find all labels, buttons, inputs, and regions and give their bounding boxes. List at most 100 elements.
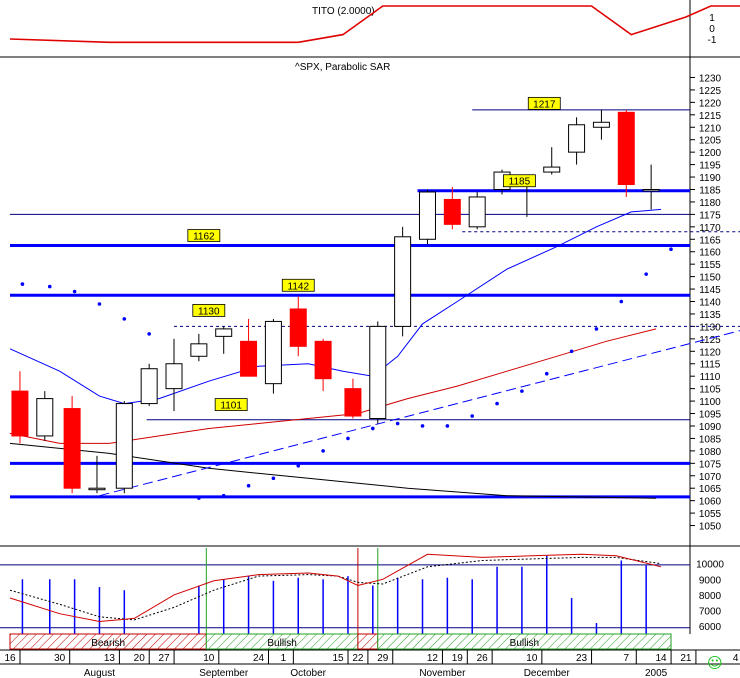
candle-body [642,188,660,192]
y-tick-label: 1110 [700,372,721,383]
y-tick-label: 1165 [699,235,721,246]
candle-body [11,390,29,437]
candle-body [240,340,258,377]
y-tick-label: 1135 [699,310,721,321]
y-tick-label: 1190 [699,173,721,184]
y-tick-label: 1160 [699,248,721,259]
y-tick-label: 1080 [699,447,722,458]
candle-body [289,308,307,347]
tito-tick-label: 0 [709,24,715,35]
y-tick-label: 1185 [699,185,721,196]
x-tick-label: 21 [680,653,692,664]
candle-body [215,328,233,337]
level-label-box [187,229,221,242]
y-tick-label: 1175 [699,210,721,221]
x-tick-label: 12 [427,653,439,664]
candle-body [617,111,635,186]
y-tick-label: 1150 [699,273,721,284]
smiley-icon[interactable]: ☺ [707,654,723,672]
y-tick-label: 1180 [699,198,721,209]
stoch-signal-line [9,556,662,621]
sar-dot [147,332,151,336]
y-tick-label: 1200 [699,148,722,159]
level-label-box [281,278,315,292]
sar-dot [569,349,574,354]
x-tick-label: 4 [733,653,739,664]
candle-body [140,368,158,405]
stochastic-panel: 10000 9000 8000 7000 6000 [0,548,724,634]
tito-tick-label: -1 [708,35,717,46]
sar-dot [321,449,325,453]
y-tick-label: 1215 [699,111,722,122]
slow-moving-average [9,328,657,444]
x-month-label: October [290,668,326,678]
sar-dot [271,476,276,481]
y-tick-label: 1155 [699,260,721,271]
x-tick-label: 20 [134,653,146,664]
sar-dot [544,371,549,376]
y-tick-label: 1050 [699,522,722,533]
y-tick-label: 1205 [699,136,722,147]
sar-dot [97,302,102,306]
candle-body [443,198,461,225]
candle-body [88,487,106,491]
x-tick-label: 10 [526,653,538,664]
tito-line [9,5,740,44]
x-axis: 1630132027102411522291219261023714214182… [0,649,740,678]
y-tick-label: 1085 [699,434,722,445]
y-tick-label: 1095 [699,410,722,421]
stoch-tick-label: 9000 [699,575,722,586]
y-tick-label: 1105 [699,385,721,396]
y-tick-label: 1060 [699,497,722,508]
y-tick-label: 1225 [699,86,722,97]
trend-band-label: Bullish [267,638,296,649]
y-tick-label: 1115 [700,360,721,371]
candle-body [264,320,282,385]
x-tick-label: 14 [656,653,668,664]
y-tick-label: 1130 [699,322,721,333]
sar-dot [420,424,425,428]
candle-body [394,236,412,327]
candle-body [165,363,183,390]
sar-dot [669,247,673,252]
y-tick-label: 1230 [699,73,722,84]
x-tick-label: 27 [159,653,171,664]
candle-body [568,124,586,153]
y-tick-label: 1055 [699,509,722,520]
sar-dot [619,299,624,304]
sar-dot [445,424,450,428]
long-moving-average [9,442,657,499]
sar-dot [395,421,400,426]
y-tick-label: 1145 [699,285,721,296]
x-tick-label: 22 [352,653,364,664]
x-tick-label: 15 [332,653,344,664]
x-tick-label: 30 [54,653,66,664]
trend-band-label: Bearish [91,638,125,649]
x-month-label: September [199,668,249,678]
x-month-label: 2005 [645,668,668,678]
sar-dot [470,414,475,418]
sar-dot [296,464,301,468]
candle-body [190,343,208,357]
y-tick-label: 1075 [699,459,722,470]
sar-dot [594,327,599,331]
candle-body [543,166,561,173]
sar-dot [221,493,226,498]
x-tick-label: 19 [452,653,464,664]
fast-moving-average [9,208,662,405]
sar-dot [346,436,350,441]
y-tick-label: 1195 [699,161,721,172]
candle-body [63,408,81,489]
level-label: 1185 [509,177,531,188]
sar-dot [72,289,77,294]
trend-band-label: Bullish [510,638,539,649]
level-label: 1217 [533,99,556,110]
y-tick-label: 1125 [699,335,721,346]
sar-dot [520,389,524,393]
sar-dot [644,272,648,276]
sar-dot [20,282,25,286]
chart-title: ^SPX, Parabolic SAR [295,62,390,73]
level-label: 1162 [193,232,215,243]
stoch-tick-label: 6000 [699,622,722,633]
